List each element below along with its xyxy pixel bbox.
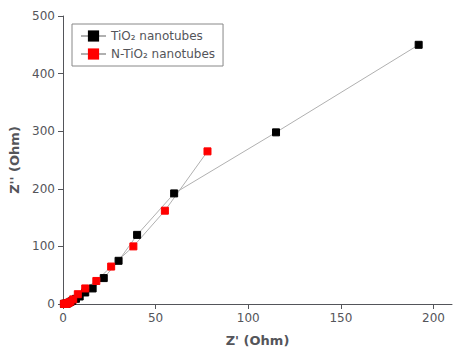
svg-text:200: 200 (422, 311, 445, 325)
svg-text:TiO₂ nanotubes: TiO₂ nanotubes (110, 29, 203, 43)
svg-text:Z'' (Ohm): Z'' (Ohm) (7, 126, 22, 194)
svg-text:50: 50 (148, 311, 163, 325)
svg-text:100: 100 (32, 239, 55, 253)
svg-text:400: 400 (32, 67, 55, 81)
svg-text:500: 500 (32, 9, 55, 23)
svg-text:200: 200 (32, 182, 55, 196)
svg-text:Z' (Ohm): Z' (Ohm) (226, 333, 290, 348)
svg-text:300: 300 (32, 124, 55, 138)
svg-text:150: 150 (329, 311, 352, 325)
svg-text:N-TiO₂ nanotubes: N-TiO₂ nanotubes (111, 47, 215, 61)
svg-text:0: 0 (47, 297, 55, 311)
svg-text:100: 100 (237, 311, 260, 325)
svg-text:0: 0 (59, 311, 67, 325)
